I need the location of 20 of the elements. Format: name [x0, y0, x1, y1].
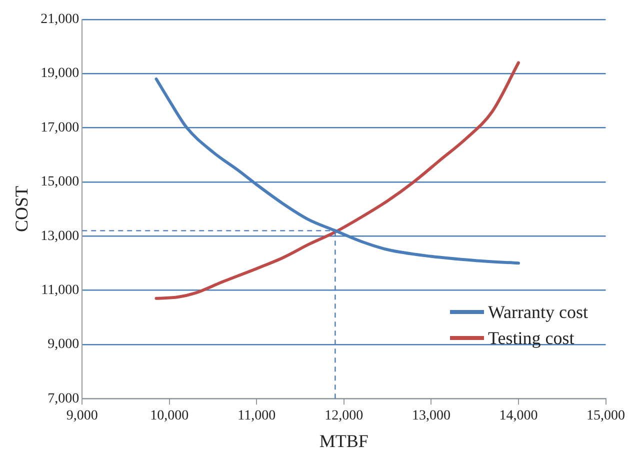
- y-tick-label: 11,000: [41, 282, 80, 298]
- x-axis-title: MTBF: [319, 430, 368, 451]
- y-tick-label: 15,000: [40, 174, 80, 190]
- y-tick-label: 21,000: [40, 12, 80, 28]
- y-tick-label: 13,000: [40, 228, 80, 244]
- x-tick-label: 13,000: [412, 408, 450, 424]
- y-tick-label: 9,000: [48, 337, 80, 352]
- x-tick-label: 14,000: [499, 408, 538, 424]
- y-tick-label: 7,000: [48, 391, 80, 406]
- x-tick-label: 15,000: [586, 408, 625, 424]
- x-tick-label: 11,000: [238, 408, 276, 424]
- x-tick-label: 10,000: [150, 408, 189, 424]
- y-tick-label: 19,000: [40, 66, 80, 82]
- x-tick-label: 12,000: [324, 408, 364, 424]
- y-axis-title: COST: [12, 186, 32, 232]
- line-series: [154, 61, 520, 300]
- legend-label: Warranty cost: [488, 301, 588, 324]
- legend-label: Testing cost: [488, 327, 574, 350]
- y-tick-label: 17,000: [40, 120, 80, 136]
- x-tick-label: 9,000: [66, 408, 98, 424]
